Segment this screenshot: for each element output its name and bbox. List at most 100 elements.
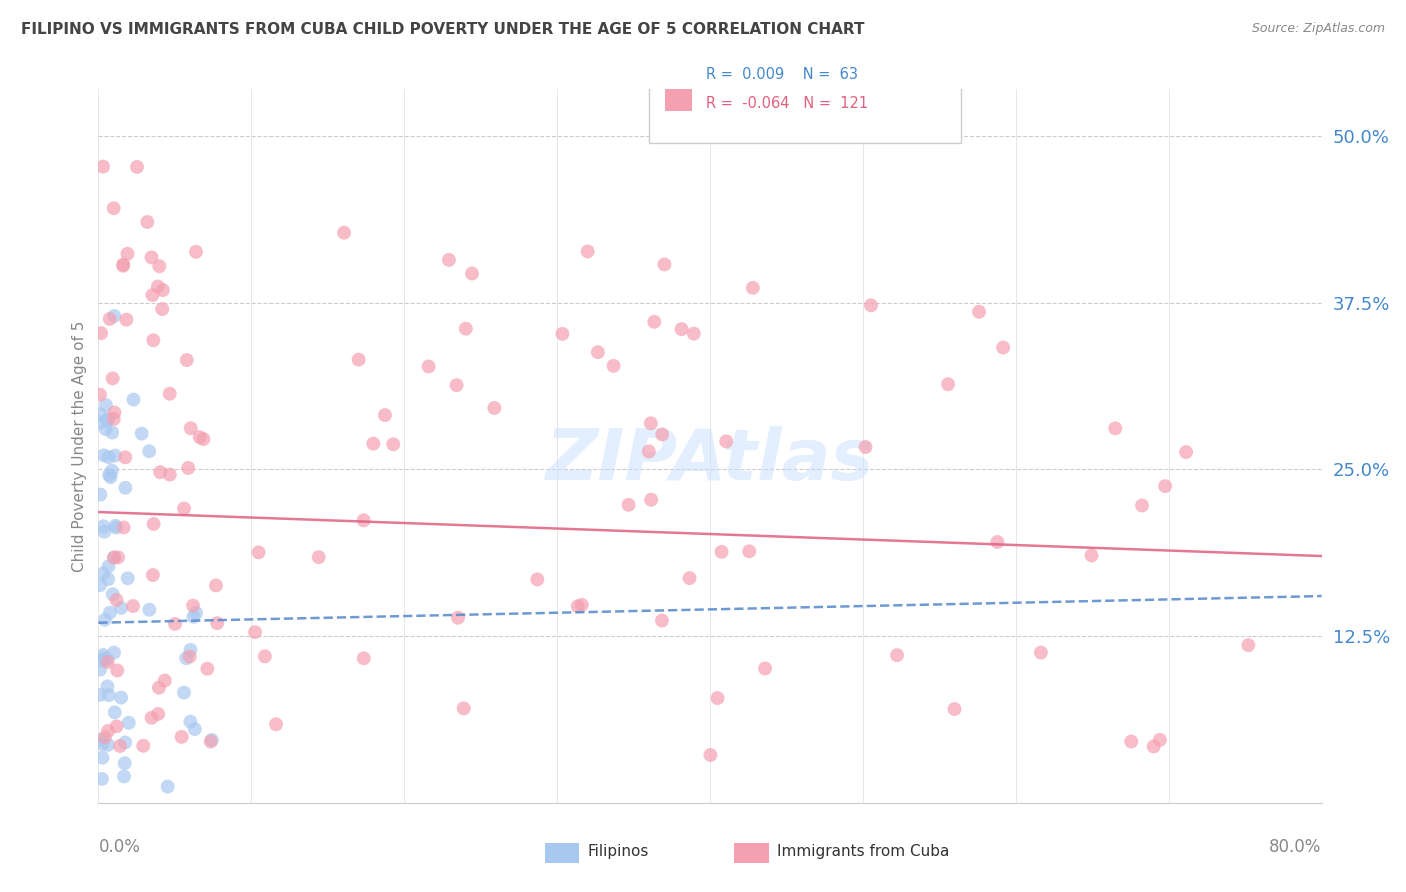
Point bbox=[447, 610, 470, 624]
Point bbox=[94, 398, 117, 412]
Point bbox=[138, 444, 160, 458]
Point bbox=[104, 449, 127, 463]
Point bbox=[886, 648, 908, 662]
Point bbox=[89, 487, 111, 501]
Text: 80.0%: 80.0% bbox=[1270, 838, 1322, 856]
Point bbox=[586, 345, 609, 359]
Point bbox=[141, 711, 163, 725]
Point bbox=[382, 437, 405, 451]
Point bbox=[153, 673, 176, 688]
Point bbox=[484, 401, 506, 415]
Point bbox=[105, 520, 128, 534]
Point bbox=[91, 648, 114, 662]
Point bbox=[195, 662, 218, 676]
Point bbox=[308, 550, 330, 565]
Point bbox=[96, 652, 118, 666]
Point bbox=[855, 440, 877, 454]
Point bbox=[125, 160, 148, 174]
Point bbox=[97, 688, 120, 702]
Y-axis label: Child Poverty Under the Age of 5: Child Poverty Under the Age of 5 bbox=[72, 320, 87, 572]
Text: FILIPINO VS IMMIGRANTS FROM CUBA CHILD POVERTY UNDER THE AGE OF 5 CORRELATION CH: FILIPINO VS IMMIGRANTS FROM CUBA CHILD P… bbox=[21, 22, 865, 37]
Point bbox=[103, 550, 125, 565]
Point bbox=[117, 246, 139, 260]
Point bbox=[454, 321, 477, 335]
Point bbox=[156, 780, 179, 794]
Point bbox=[651, 427, 673, 442]
Point bbox=[89, 663, 111, 677]
FancyBboxPatch shape bbox=[734, 844, 769, 863]
Point bbox=[551, 326, 574, 341]
Point bbox=[184, 606, 207, 620]
Point bbox=[91, 750, 114, 764]
Point bbox=[91, 654, 114, 668]
Point bbox=[173, 685, 195, 699]
Point bbox=[640, 492, 662, 507]
Point bbox=[640, 417, 662, 431]
Point bbox=[148, 681, 170, 695]
Point bbox=[1130, 499, 1153, 513]
Point bbox=[114, 481, 136, 495]
Point bbox=[363, 436, 385, 450]
Point bbox=[103, 309, 125, 323]
Text: ZIPAtlas: ZIPAtlas bbox=[546, 425, 875, 495]
Point bbox=[179, 643, 201, 657]
Text: Filipinos: Filipinos bbox=[588, 844, 650, 859]
Text: R =  -0.064   N =  121: R = -0.064 N = 121 bbox=[706, 96, 869, 111]
Point bbox=[1237, 638, 1260, 652]
Point bbox=[97, 738, 120, 752]
Point bbox=[93, 651, 115, 665]
Point bbox=[96, 413, 118, 427]
Point bbox=[710, 545, 733, 559]
Point bbox=[97, 412, 120, 426]
Point bbox=[353, 513, 375, 527]
Point bbox=[177, 461, 200, 475]
Point bbox=[108, 739, 131, 753]
Point bbox=[103, 412, 125, 426]
Point bbox=[142, 568, 165, 582]
Point bbox=[142, 516, 165, 531]
Point bbox=[112, 258, 135, 272]
Point bbox=[115, 312, 138, 326]
Point bbox=[179, 649, 201, 664]
Point bbox=[90, 772, 112, 786]
Point bbox=[118, 715, 141, 730]
Point bbox=[576, 244, 599, 259]
Point bbox=[170, 730, 193, 744]
Point bbox=[671, 322, 693, 336]
Point bbox=[159, 467, 181, 482]
Point bbox=[179, 714, 201, 729]
Point bbox=[184, 722, 207, 736]
Point bbox=[993, 341, 1015, 355]
Point bbox=[89, 578, 111, 592]
FancyBboxPatch shape bbox=[665, 87, 692, 111]
Point bbox=[201, 732, 224, 747]
Point bbox=[112, 520, 135, 534]
FancyBboxPatch shape bbox=[648, 54, 960, 143]
Point bbox=[184, 244, 207, 259]
Point bbox=[738, 544, 761, 558]
Point bbox=[637, 444, 659, 458]
Point bbox=[936, 377, 959, 392]
Point bbox=[101, 371, 124, 385]
Point bbox=[122, 392, 145, 407]
Point bbox=[114, 735, 136, 749]
Point bbox=[150, 301, 173, 316]
Point bbox=[1121, 734, 1143, 748]
Point bbox=[205, 578, 228, 592]
Point bbox=[90, 326, 112, 340]
Point bbox=[678, 571, 700, 585]
Point bbox=[104, 706, 127, 720]
Point bbox=[374, 408, 396, 422]
Point bbox=[706, 691, 728, 706]
Point bbox=[94, 422, 117, 436]
Point bbox=[112, 259, 135, 273]
Point bbox=[617, 498, 640, 512]
Point bbox=[117, 571, 139, 585]
Point bbox=[200, 734, 222, 748]
Point bbox=[1143, 739, 1166, 754]
Point bbox=[188, 430, 211, 444]
Point bbox=[159, 386, 181, 401]
Text: R =  0.009    N =  63: R = 0.009 N = 63 bbox=[706, 68, 858, 82]
Point bbox=[107, 550, 129, 565]
Point bbox=[243, 625, 266, 640]
